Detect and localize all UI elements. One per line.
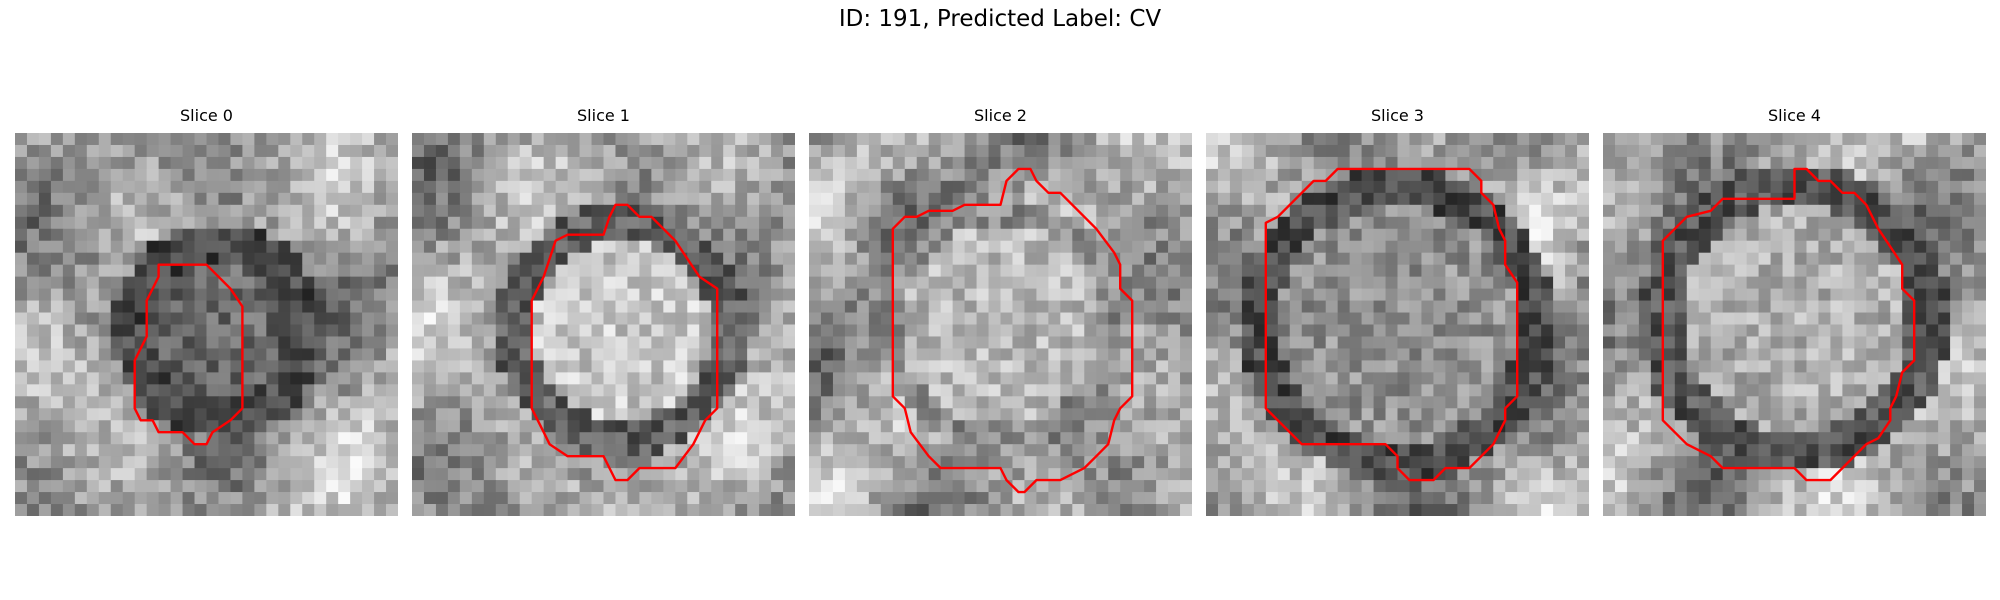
segmentation-contour — [1264, 167, 1519, 482]
slice-image — [809, 133, 1192, 516]
figure-title: ID: 191, Predicted Label: CV — [838, 6, 1162, 32]
segmentation-contour — [133, 263, 244, 446]
slice-image — [1206, 133, 1589, 516]
slice-title: Slice 2 — [974, 106, 1027, 125]
slice-image — [15, 133, 398, 516]
slice-title: Slice 1 — [577, 106, 630, 125]
slice-title: Slice 0 — [180, 106, 233, 125]
slice-title: Slice 4 — [1768, 106, 1821, 125]
segmentation-contour — [891, 167, 1134, 494]
segmentation-contour — [1661, 167, 1916, 482]
slice-image — [412, 133, 795, 516]
slice-image — [1603, 133, 1986, 516]
slice-title: Slice 3 — [1371, 106, 1424, 125]
segmentation-contour — [530, 203, 719, 482]
